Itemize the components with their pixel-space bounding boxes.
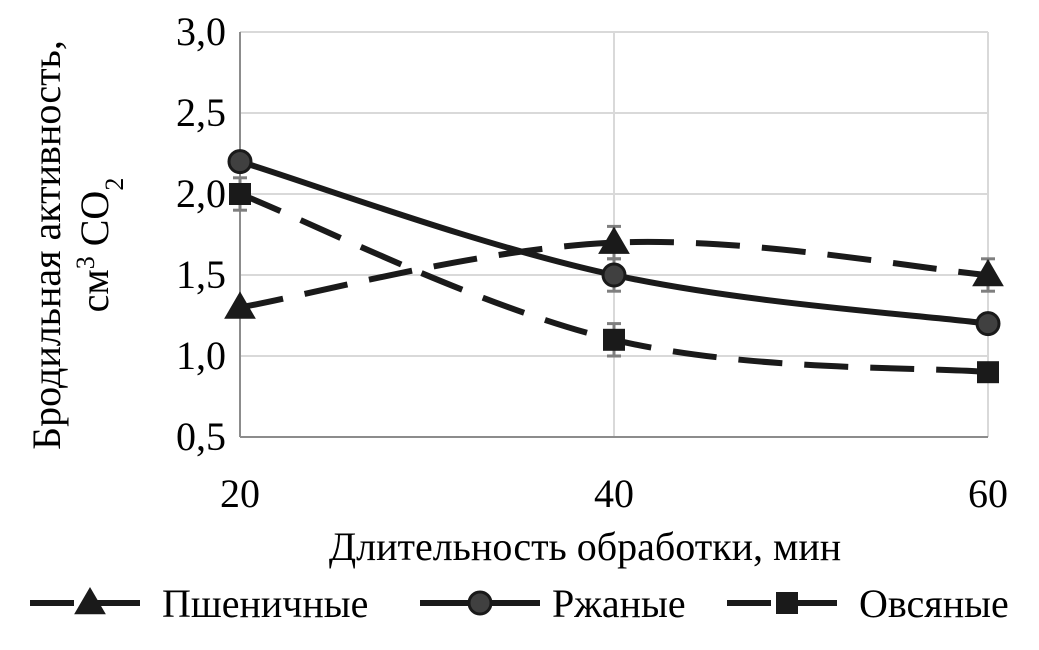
y-tick-label-4: 2,5 xyxy=(176,90,226,135)
y-axis-title: Бродильная активность, см3 CO2 xyxy=(24,40,129,450)
legend-item-1-marker xyxy=(467,590,493,616)
legend-item-2: Овсяные xyxy=(727,581,1009,626)
x-tick-label-0: 20 xyxy=(220,471,260,516)
series-0-point-1 xyxy=(598,226,630,254)
y-axis-title-line2: см3 CO2 xyxy=(71,178,129,313)
series-1-point-0 xyxy=(227,149,253,175)
series-layer xyxy=(224,149,1004,384)
series-0-line xyxy=(239,238,989,311)
y-tick-label-0: 0,5 xyxy=(176,414,226,459)
y-tick-label-1: 1,0 xyxy=(176,333,226,378)
legend-item-0-label: Пшеничные xyxy=(162,581,368,626)
series-2-point-2 xyxy=(977,361,999,384)
legend-item-1-label: Ржаные xyxy=(552,581,686,626)
series-1 xyxy=(227,149,1001,337)
y-tick-label-2: 1,5 xyxy=(176,252,226,297)
series-0-point-0 xyxy=(224,291,256,319)
series-1-point-1 xyxy=(601,262,627,288)
legend-item-2-marker xyxy=(776,592,798,614)
x-tick-label-1: 40 xyxy=(594,471,634,516)
legend-item-2-label: Овсяные xyxy=(859,581,1009,626)
series-0 xyxy=(224,224,1004,319)
legend: Пшеничные Ржаные Овсяные xyxy=(30,581,1009,626)
y-axis-title-co: CO xyxy=(72,191,117,257)
series-1-point-2 xyxy=(975,311,1001,337)
y-tick-label-5: 3,0 xyxy=(176,9,226,54)
x-axis-title: Длительность обработки, мин xyxy=(329,524,841,569)
y-axis-ticks: 0,5 1,0 1,5 2,0 2,5 3,0 xyxy=(176,9,226,459)
plot-area xyxy=(239,32,988,438)
series-2-point-1 xyxy=(603,328,625,351)
y-axis-title-sup: 3 xyxy=(71,256,100,269)
series-2 xyxy=(229,176,999,384)
x-tick-label-2: 60 xyxy=(968,471,1008,516)
x-axis-ticks: 20 40 60 xyxy=(220,471,1008,516)
y-axis-title-line1: Бродильная активность, xyxy=(24,40,69,450)
y-tick-label-3: 2,0 xyxy=(176,171,226,216)
series-2-point-0 xyxy=(229,183,251,205)
y-axis-title-unit: см xyxy=(72,269,117,312)
legend-item-0: Пшеничные xyxy=(30,581,368,626)
legend-item-0-marker xyxy=(74,587,106,615)
y-axis-title-sub: 2 xyxy=(100,178,129,191)
series-0-point-2 xyxy=(972,259,1004,287)
legend-item-1: Ржаные xyxy=(420,581,686,626)
